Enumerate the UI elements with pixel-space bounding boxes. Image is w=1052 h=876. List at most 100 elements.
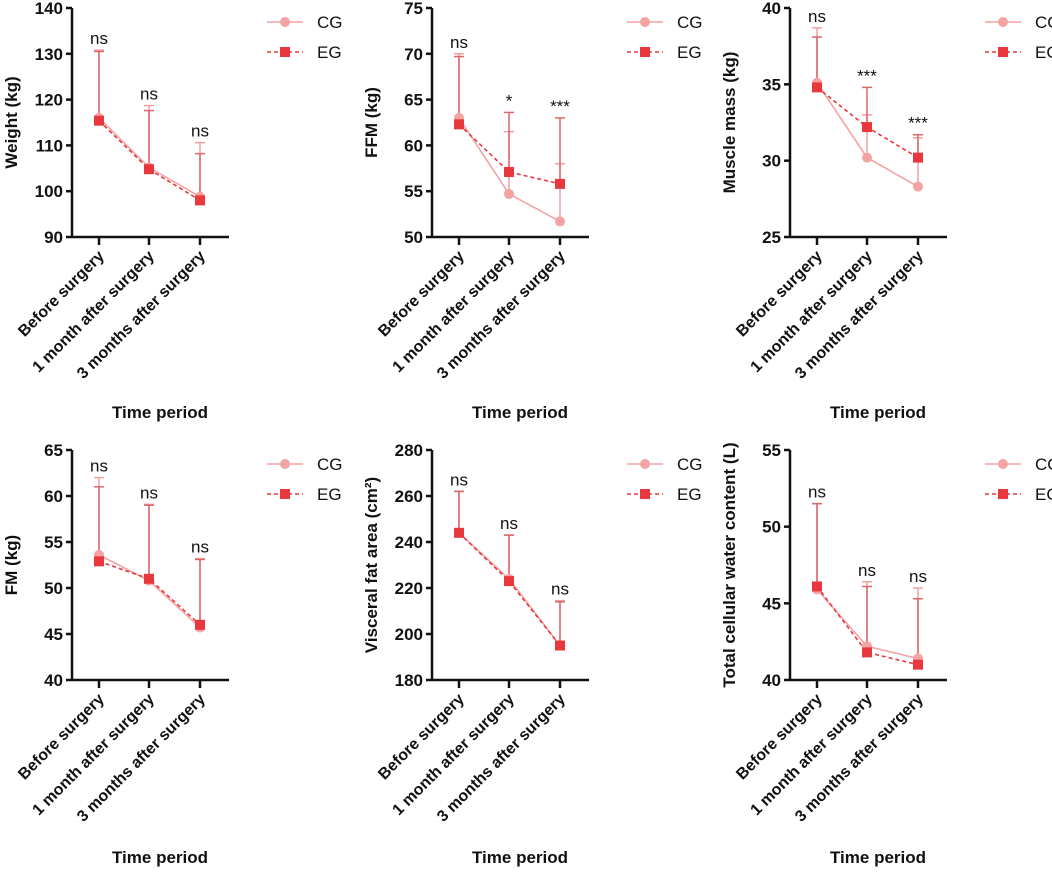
x-tick-label: Before surgery	[375, 691, 468, 784]
point-EG	[94, 556, 104, 567]
y-tick-label: 55	[404, 182, 423, 201]
legend-label: EG	[1035, 43, 1052, 62]
significance-label: ***	[857, 66, 877, 85]
point-EG	[454, 527, 464, 538]
y-tick-label: 240	[395, 533, 423, 552]
point-EG	[862, 647, 872, 658]
significance-label: ns	[450, 470, 468, 489]
point-CG	[504, 188, 514, 199]
legend-item-CG: CG	[627, 13, 703, 32]
y-tick-label: 45	[44, 625, 63, 644]
panel-5: 180 200 220 240 260 280 Visceral fat area (cm²…	[362, 441, 703, 867]
significance-label: ***	[908, 114, 928, 133]
y-tick-label: 60	[44, 487, 63, 506]
legend-label: CG	[677, 13, 703, 32]
x-tick-label: Before surgery	[733, 248, 826, 341]
y-axis-label: Total cellular water content (L)	[720, 442, 739, 687]
y-tick-label: 50	[404, 228, 423, 247]
x-tick-label: Before surgery	[733, 691, 826, 784]
significance-label: *	[506, 91, 513, 110]
legend-item-EG: EG	[985, 485, 1052, 504]
significance-label: ns	[450, 33, 468, 52]
y-tick-label: 260	[395, 487, 423, 506]
point-EG	[913, 659, 923, 670]
legend-item-CG: CG	[267, 455, 343, 474]
y-tick-label: 75	[404, 0, 423, 18]
legend-marker	[280, 17, 290, 27]
point-EG	[913, 152, 923, 163]
legend-label: CG	[317, 13, 343, 32]
y-tick-label: 50	[44, 579, 63, 598]
y-axis-label: FFM (kg)	[362, 87, 381, 158]
significance-label: ns	[858, 561, 876, 580]
legend-label: EG	[317, 485, 342, 504]
y-tick-label: 280	[395, 441, 423, 460]
significance-label: ns	[140, 85, 158, 104]
legend-marker	[998, 459, 1008, 469]
panel-1: 90 100 110 120 130 140 Weight (kg) Before surge…	[2, 0, 343, 422]
y-tick-label: 65	[44, 441, 63, 460]
point-EG	[195, 195, 205, 206]
point-EG	[454, 119, 464, 130]
legend-marker	[998, 17, 1008, 27]
point-CG	[862, 152, 872, 163]
legend-label: EG	[317, 43, 342, 62]
x-axis-label: Time period	[472, 403, 568, 422]
legend-item-EG: EG	[627, 485, 702, 504]
y-tick-label: 200	[395, 625, 423, 644]
x-axis-label: Time period	[830, 403, 926, 422]
legend-item-CG: CG	[627, 455, 703, 474]
legend-marker	[640, 17, 650, 27]
series-line-EG	[98, 120, 201, 202]
significance-label: ns	[90, 29, 108, 48]
significance-label: ns	[191, 122, 209, 141]
significance-label: ns	[808, 7, 826, 26]
legend-item-EG: EG	[267, 485, 342, 504]
legend-marker	[640, 489, 650, 499]
legend-label: CG	[1035, 455, 1052, 474]
point-EG	[94, 115, 104, 126]
legend-marker	[998, 489, 1008, 499]
y-tick-label: 40	[44, 671, 63, 690]
x-tick-label: Before surgery	[15, 691, 108, 784]
point-EG	[144, 164, 154, 175]
point-EG	[195, 619, 205, 630]
y-tick-label: 140	[35, 0, 63, 18]
y-tick-label: 180	[395, 671, 423, 690]
y-tick-label: 55	[762, 441, 781, 460]
series-line-EG	[458, 532, 561, 646]
panel-6: 40 45 50 55 Total cellular water content (L)…	[720, 441, 1052, 867]
y-tick-label: 40	[762, 0, 781, 18]
y-tick-label: 60	[404, 136, 423, 155]
significance-label: ***	[550, 97, 570, 116]
legend-marker	[280, 489, 290, 499]
legend-label: CG	[1035, 13, 1052, 32]
y-tick-label: 50	[762, 518, 781, 537]
x-axis-label: Time period	[830, 848, 926, 867]
point-EG	[812, 581, 822, 592]
legend-label: EG	[677, 43, 702, 62]
y-tick-label: 55	[44, 533, 63, 552]
y-axis-label: FM (kg)	[2, 535, 21, 595]
y-tick-label: 120	[35, 91, 63, 110]
legend-item-EG: EG	[267, 43, 342, 62]
x-axis-label: Time period	[112, 848, 208, 867]
y-tick-label: 45	[762, 594, 781, 613]
point-EG	[144, 573, 154, 584]
y-tick-label: 110	[36, 136, 63, 155]
x-axis-label: Time period	[472, 848, 568, 867]
y-axis-label: Muscle mass (kg)	[720, 52, 739, 194]
significance-label: ns	[808, 483, 826, 502]
point-EG	[555, 640, 565, 651]
y-tick-label: 130	[35, 45, 63, 64]
x-tick-label: Before surgery	[375, 248, 468, 341]
significance-label: ns	[140, 483, 158, 502]
point-EG	[555, 178, 565, 189]
y-axis-label: Visceral fat area (cm²)	[362, 477, 381, 653]
significance-label: ns	[551, 580, 569, 599]
legend-marker	[280, 47, 290, 57]
point-CG	[913, 181, 923, 192]
legend-marker	[280, 459, 290, 469]
